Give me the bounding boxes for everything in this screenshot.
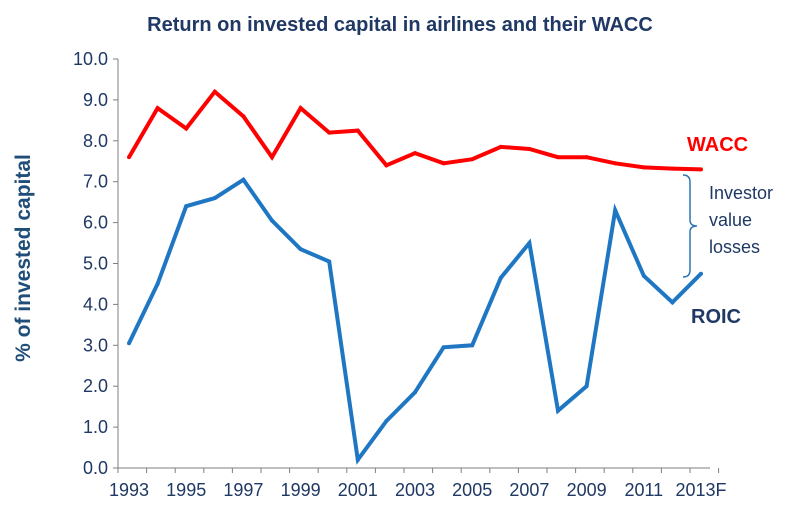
roic-data-point bbox=[470, 343, 475, 348]
roic-data-point bbox=[527, 241, 532, 246]
y-tick-label: 6.0 bbox=[83, 213, 108, 233]
annotation-line-2: value bbox=[709, 210, 752, 230]
wacc-series-line bbox=[127, 88, 702, 172]
roic-data-point bbox=[270, 218, 274, 223]
roic-series-label: ROIC bbox=[691, 306, 741, 328]
wacc-data-point bbox=[155, 106, 160, 111]
wacc-data-point bbox=[270, 155, 274, 160]
chart-title: Return on invested capital in airlines a… bbox=[147, 14, 653, 36]
roic-data-point bbox=[241, 177, 246, 182]
roic-data-point bbox=[155, 281, 160, 286]
y-tick-label: 3.0 bbox=[83, 335, 108, 355]
y-tick-label: 0.0 bbox=[83, 458, 108, 478]
wacc-data-point bbox=[556, 155, 560, 160]
wacc-data-point bbox=[355, 128, 360, 133]
wacc-data-point bbox=[184, 126, 189, 131]
y-tick-label: 5.0 bbox=[83, 254, 108, 274]
x-tick-label: 2009 bbox=[567, 480, 607, 500]
wacc-data-point bbox=[498, 144, 503, 149]
y-tick-label: 1.0 bbox=[83, 417, 108, 437]
wacc-series-label: WACC bbox=[687, 134, 748, 156]
wacc-data-point bbox=[613, 161, 618, 166]
wacc-data-point bbox=[384, 163, 389, 168]
roic-series-line bbox=[127, 176, 703, 465]
wacc-data-point bbox=[584, 155, 589, 160]
roic-data-point bbox=[384, 418, 389, 423]
wacc-data-point bbox=[699, 167, 703, 172]
roic-data-point bbox=[212, 196, 217, 201]
roic-data-point bbox=[613, 208, 618, 213]
losses-bracket bbox=[682, 174, 698, 278]
roic-data-point bbox=[441, 345, 446, 350]
x-tick-label: 1993 bbox=[109, 480, 149, 500]
x-tick-label: 2007 bbox=[509, 480, 549, 500]
x-tick-label: 2001 bbox=[338, 480, 378, 500]
y-tick-label: 10.0 bbox=[73, 49, 108, 69]
wacc-data-point bbox=[441, 161, 446, 166]
annotation-line-3: losses bbox=[709, 237, 760, 257]
wacc-data-point bbox=[413, 151, 417, 156]
wacc-data-point bbox=[241, 114, 246, 119]
wacc-data-point bbox=[327, 130, 332, 135]
roic-data-point bbox=[355, 457, 360, 462]
annotation-line-1: Investor bbox=[709, 183, 773, 203]
x-tick-label: 1995 bbox=[166, 480, 206, 500]
x-tick-label: 2003 bbox=[395, 480, 435, 500]
y-tick-label: 7.0 bbox=[83, 172, 108, 192]
x-tick-label: 2005 bbox=[452, 480, 492, 500]
y-axis: 0.0 1.0 2.0 3.0 4.0 5.0 6.0 7.0 8.0 9.0 10.0 bbox=[73, 49, 119, 478]
roic-data-point bbox=[556, 408, 560, 413]
roic-data-point bbox=[498, 275, 503, 280]
wacc-data-point bbox=[527, 146, 532, 151]
roic-data-point bbox=[413, 390, 417, 395]
x-tick-label: 1999 bbox=[281, 480, 321, 500]
roic-data-point bbox=[699, 271, 703, 276]
roic-data-point bbox=[327, 259, 332, 264]
x-tick-label: 2013F bbox=[675, 480, 726, 500]
wacc-data-point bbox=[298, 106, 303, 111]
roic-data-point bbox=[584, 384, 589, 389]
roic-data-point bbox=[127, 341, 131, 346]
wacc-data-point bbox=[127, 155, 131, 160]
wacc-data-point bbox=[470, 157, 475, 162]
y-axis-label: % of invested capital bbox=[12, 154, 35, 362]
roic-data-point bbox=[641, 273, 646, 278]
y-tick-label: 8.0 bbox=[83, 131, 108, 151]
wacc-data-point bbox=[212, 89, 217, 94]
roic-data-point bbox=[298, 247, 303, 252]
wacc-data-point bbox=[641, 165, 646, 170]
y-tick-label: 4.0 bbox=[83, 294, 108, 314]
roic-data-point bbox=[670, 300, 675, 305]
x-axis: 1993 1995 1997 1999 2001 2003 2005 2007 2009 2011… bbox=[109, 467, 727, 500]
x-tick-label: 2011 bbox=[624, 480, 663, 500]
y-tick-label: 2.0 bbox=[83, 376, 108, 396]
roic-data-point bbox=[184, 204, 189, 209]
x-tick-label: 1997 bbox=[223, 480, 263, 500]
wacc-data-point bbox=[670, 166, 675, 171]
y-tick-label: 9.0 bbox=[83, 90, 108, 110]
series-layer bbox=[127, 88, 703, 465]
